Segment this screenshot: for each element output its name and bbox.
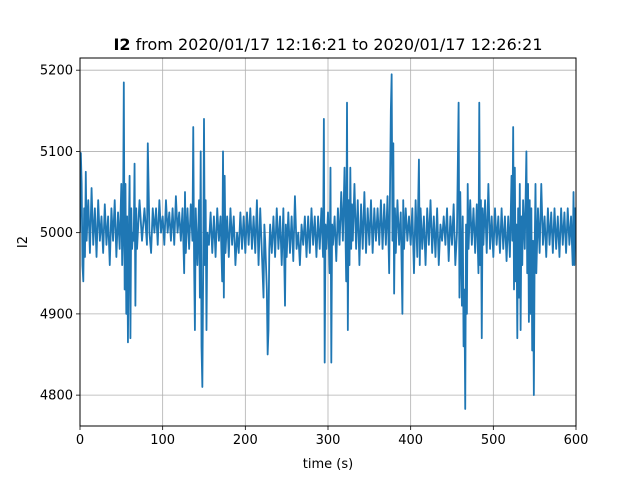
x-tick-label: 500 bbox=[481, 433, 506, 448]
y-axis: 4800 4900 5000 5100 5200 bbox=[40, 64, 80, 404]
x-axis: 0 100 200 300 400 500 600 bbox=[76, 426, 589, 448]
chart-title-range: from 2020/01/17 12:16:21 to 2020/01/17 1… bbox=[131, 35, 543, 54]
y-tick-label: 4800 bbox=[40, 389, 73, 404]
x-tick-label: 400 bbox=[398, 433, 423, 448]
x-tick-label: 100 bbox=[150, 433, 175, 448]
x-tick-label: 600 bbox=[564, 433, 589, 448]
x-tick-label: 300 bbox=[316, 433, 341, 448]
x-axis-label: time (s) bbox=[303, 457, 353, 472]
chart-title-variable: I2 bbox=[113, 35, 130, 54]
y-tick-label: 5000 bbox=[40, 226, 73, 241]
y-tick-label: 5200 bbox=[40, 64, 73, 79]
x-tick-label: 0 bbox=[76, 433, 84, 448]
y-axis-label: I2 bbox=[16, 236, 31, 248]
x-tick-label: 200 bbox=[233, 433, 258, 448]
chart-title: I2 from 2020/01/17 12:16:21 to 2020/01/1… bbox=[113, 35, 542, 54]
y-tick-label: 5100 bbox=[40, 145, 73, 160]
y-tick-label: 4900 bbox=[40, 307, 73, 322]
series-line-i2 bbox=[80, 73, 576, 410]
plot-area bbox=[80, 73, 576, 410]
